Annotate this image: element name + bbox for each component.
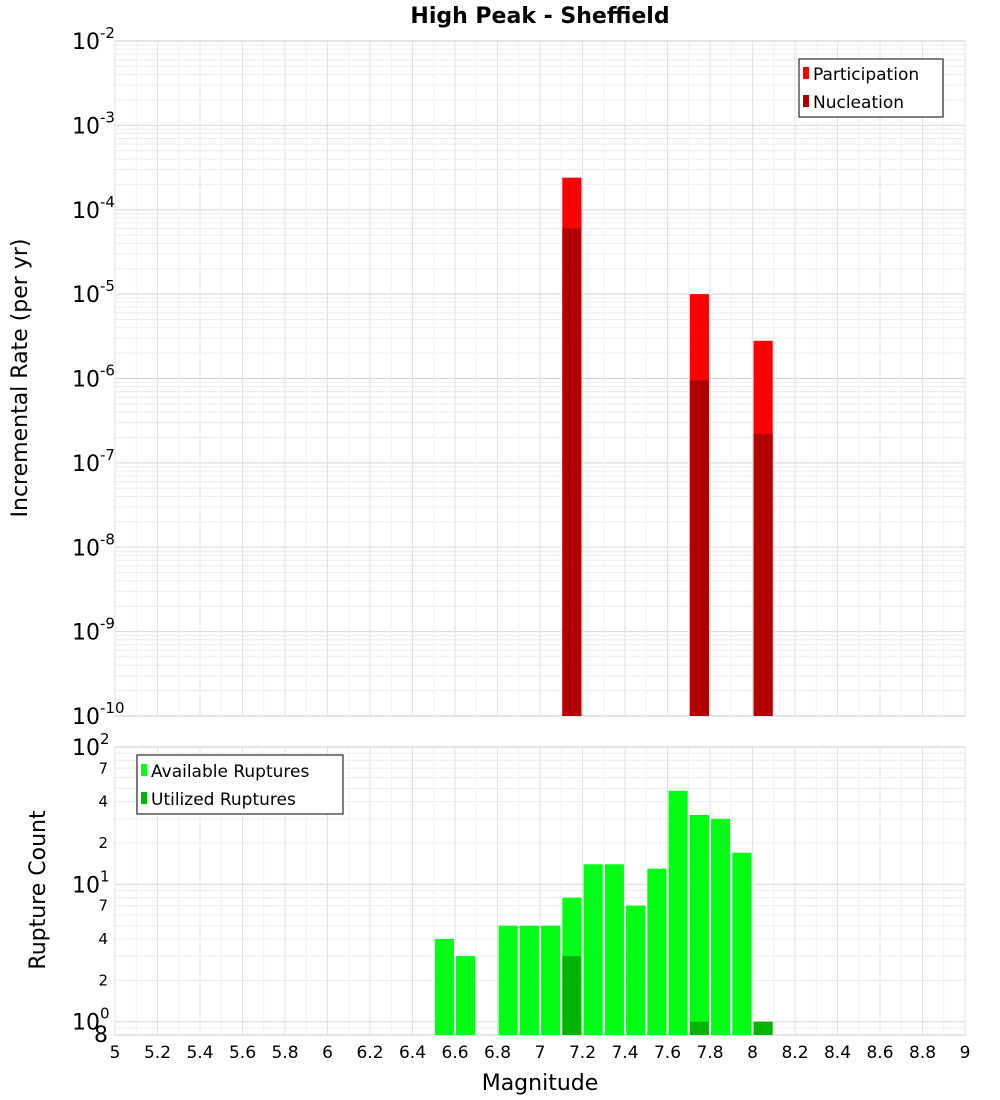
available-ruptures-bar [541,925,561,1035]
available-ruptures-bar [434,939,454,1035]
x-tick-label: 8.2 [781,1043,808,1063]
top-y-tick-labels: 10-10 10-9 10-8 10-7 10-6 10-5 10-4 10-3 10-2 [72,24,125,730]
x-tick-label: 5.6 [229,1043,256,1063]
top-y-axis-label: Incremental Rate (per yr) [8,239,33,518]
bottom-y-tick-label-minor: 7 [98,897,108,915]
available-ruptures-bar [668,790,688,1035]
x-tick-label: 5.2 [144,1043,171,1063]
available-ruptures-bar [498,925,518,1035]
available-ruptures-bar [604,864,624,1035]
x-tick-label: 7 [535,1043,546,1063]
bottom-legend-box [136,754,344,815]
bottom-y-axis-label: Rupture Count [26,810,51,970]
legend-swatch-participation [803,67,809,79]
top-y-tick-label: 10-8 [72,530,115,561]
legend-swatch-utilized [141,792,147,804]
available-ruptures-bar [711,818,731,1035]
bottom-y-tick-label-minor: 8 [94,1023,108,1048]
top-legend-box [798,58,944,118]
chart-title: High Peak - Sheffield [410,4,669,29]
x-tick-label: 8 [747,1043,758,1063]
legend-swatch-nucleation [803,95,809,107]
bottom-y-tick-label-minor: 2 [98,834,108,852]
x-tick-label: 8.8 [909,1043,936,1063]
x-tick-label: 7.8 [696,1043,723,1063]
legend-swatch-available [141,764,147,776]
top-plot-gridlines [114,41,966,716]
legend-label-nucleation: Nucleation [813,93,904,113]
top-y-tick-label: 10-3 [72,108,115,139]
x-tick-label: 6.8 [484,1043,511,1063]
top-y-tick-label: 10-7 [72,446,115,477]
nucleation-bar [753,433,773,716]
x-tick-label: 7.6 [654,1043,681,1063]
x-axis-label: Magnitude [482,1071,599,1096]
bottom-legend: Available Ruptures Utilized Ruptures [136,754,344,815]
top-y-tick-label: 10-4 [72,193,115,224]
bottom-y-tick-label-minor: 4 [98,793,108,811]
x-tick-label: 6 [322,1043,333,1063]
utilized-ruptures-bar [562,956,582,1035]
x-tick-label: 5 [110,1043,121,1063]
x-tick-label: 8.6 [866,1043,893,1063]
legend-label-participation: Participation [813,65,919,85]
top-y-tick-label: 10-6 [72,362,115,393]
x-tick-label: 5.8 [271,1043,298,1063]
x-tick-label: 9 [960,1043,971,1063]
x-tick-label: 6.2 [356,1043,383,1063]
x-tick-label: 7.4 [611,1043,638,1063]
bottom-y-tick-label-major: 101 [72,867,110,898]
bottom-plot-gridlines [114,747,966,1035]
available-ruptures-bar [647,868,667,1035]
top-y-tick-label: 10-9 [72,615,115,646]
available-ruptures-bar [732,852,752,1035]
legend-label-available: Available Ruptures [151,762,309,782]
bottom-y-tick-label-major: 102 [72,730,110,761]
utilized-ruptures-bar [689,1021,709,1035]
bottom-plot-bars [434,790,773,1035]
bottom-y-tick-label-minor: 2 [98,971,108,989]
top-plot-bars [562,177,773,716]
available-ruptures-bar [456,956,476,1035]
top-legend: Participation Nucleation [798,58,944,118]
available-ruptures-bar [583,864,603,1035]
x-tick-label: 8.4 [824,1043,851,1063]
top-y-tick-label: 10-5 [72,277,115,308]
available-ruptures-bar [519,925,539,1035]
utilized-ruptures-bar [753,1021,773,1035]
nucleation-bar [562,228,582,716]
bottom-y-tick-label-minor: 4 [98,930,108,948]
x-tick-label: 6.6 [441,1043,468,1063]
x-tick-label: 6.4 [399,1043,426,1063]
nucleation-bar [689,380,709,716]
x-tick-labels: 5 5.2 5.4 5.6 5.8 6 6.2 6.4 6.6 6.8 7 7.2 7.4 7.6 7.8 8… [110,1043,971,1063]
x-tick-label: 7.2 [569,1043,596,1063]
bottom-y-tick-label-major: 100 [72,1005,110,1036]
available-ruptures-bar [626,905,646,1035]
legend-label-utilized: Utilized Ruptures [151,790,296,810]
top-y-tick-label: 10-2 [72,24,115,55]
x-tick-label: 5.4 [186,1043,213,1063]
available-ruptures-bar [689,814,709,1035]
top-y-tick-label: 10-10 [72,699,125,730]
bottom-y-tick-label-minor: 7 [98,759,108,777]
